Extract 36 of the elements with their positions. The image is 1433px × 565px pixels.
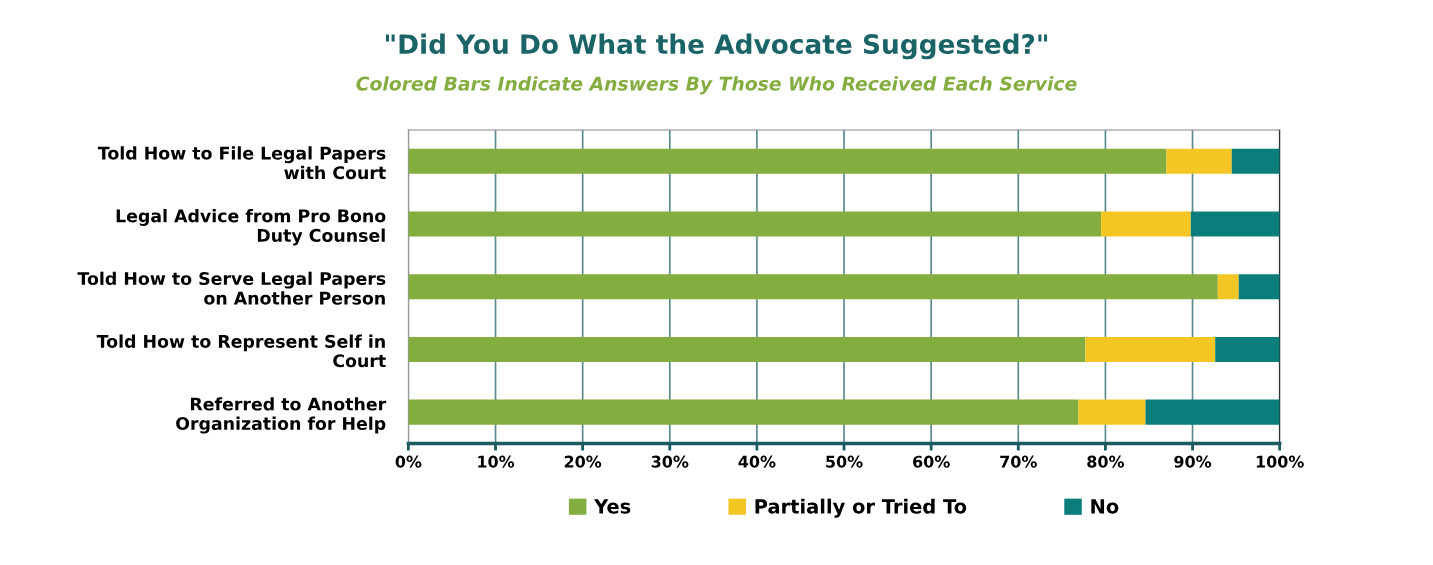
chart-subtitle: Colored Bars Indicate Answers By Those Who Received Each Service xyxy=(356,76,1077,95)
x-tick-label: 0% xyxy=(395,455,422,468)
x-tick-label: 80% xyxy=(1087,455,1125,468)
bar xyxy=(1215,336,1280,362)
y-tick-label: Legal Advice from Pro Bono Duty Counsel xyxy=(116,208,386,246)
bar xyxy=(1231,148,1280,174)
chart-title: "Did You Do What the Advocate Suggested?" xyxy=(385,33,1048,60)
y-tick-label: Referred to Another Organization for Help xyxy=(176,397,387,434)
x-tick-label: 30% xyxy=(651,455,689,468)
bar xyxy=(408,336,1086,362)
x-tick-label: 90% xyxy=(1174,455,1212,468)
bar xyxy=(1217,274,1239,300)
bar xyxy=(408,148,1167,174)
x-tick-label: 60% xyxy=(913,455,950,468)
bar xyxy=(1238,274,1280,300)
legend-label: No xyxy=(1091,499,1119,514)
bar xyxy=(1190,211,1280,237)
x-tick-label: 70% xyxy=(1000,455,1037,468)
bar xyxy=(1078,399,1146,425)
y-tick-label: Told How to File Legal Papers with Court xyxy=(97,146,386,180)
bar xyxy=(1166,148,1232,174)
bar xyxy=(408,399,1079,425)
bar xyxy=(408,274,1218,300)
x-tick-label: 20% xyxy=(564,455,602,468)
x-tick-label: 50% xyxy=(826,455,863,468)
bar xyxy=(1101,211,1191,237)
x-tick-label: 100% xyxy=(1256,455,1304,468)
y-tick-label: Told How to Serve Legal Papers on Another Person xyxy=(77,271,386,305)
legend-label: Partially or Tried To xyxy=(755,498,967,518)
bar xyxy=(1145,399,1280,425)
legend-label: Yes xyxy=(593,499,631,514)
x-tick-label: 10% xyxy=(478,455,515,468)
bar xyxy=(408,211,1102,237)
x-tick-label: 40% xyxy=(738,455,776,468)
bar xyxy=(1085,336,1216,362)
y-tick-label: Told How to Represent Self in Court xyxy=(96,334,386,368)
